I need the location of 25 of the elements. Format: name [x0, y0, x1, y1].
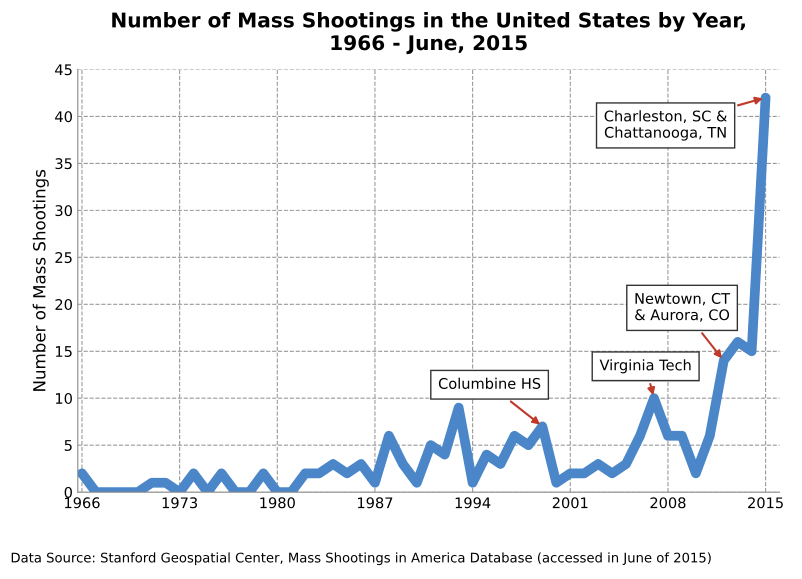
y-tick-label: 20	[55, 299, 72, 310]
x-tick-label: 1994	[456, 497, 490, 508]
y-axis-title: Number of Mass Shootings	[32, 170, 49, 391]
annotation: Columbine HS	[438, 378, 540, 389]
x-tick-label: 2001	[552, 497, 588, 508]
y-tick-label: 30	[55, 205, 72, 216]
y-tick-label: 10	[56, 392, 72, 404]
x-tick-label: 1973	[162, 497, 198, 508]
y-tick-label: 5	[64, 440, 72, 451]
y-tick-label: 40	[55, 111, 72, 122]
annotation: Newtown, CT & Aurora, CO	[635, 292, 730, 322]
source-note: Data Source: Stanford Geospatial Center, Mass Shootings in America Database (accessed in June of 2015)	[12, 552, 711, 566]
y-tick-label: 25	[55, 252, 72, 264]
x-tick-label: 2015	[748, 497, 783, 508]
y-tick-label: 45	[55, 64, 72, 76]
y-tick-label: 0	[64, 486, 72, 498]
annotation: Virginia Tech	[600, 359, 691, 374]
y-tick-label: 15	[56, 346, 72, 358]
chart-title: Number of Mass Shootings in the United States by Year, 1966 - June, 2015	[112, 12, 745, 54]
annotation: Charleston, SC & Chattanooga, TN	[604, 110, 727, 141]
x-tick-label: 2008	[650, 497, 686, 508]
x-tick-label: 1966	[65, 497, 100, 508]
x-tick-label: 1980	[260, 497, 295, 508]
x-tick-label: 1987	[358, 497, 392, 508]
y-tick-label: 35	[55, 158, 72, 170]
